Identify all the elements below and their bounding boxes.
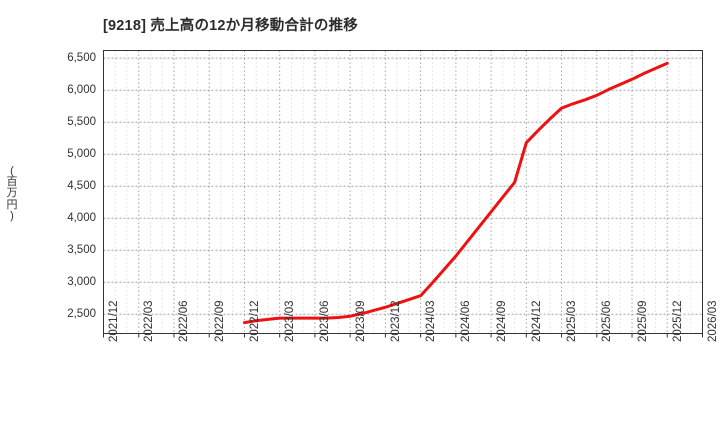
x-axis-tick-marks (103, 333, 703, 338)
x-axis-tick-label: 2022/12 (248, 299, 261, 342)
x-axis-tick-label: 2021/12 (108, 299, 120, 342)
y-axis-unit-char: 万 (6, 187, 18, 200)
vertical-gridlines (114, 50, 692, 334)
x-axis-tick-label: 2024/03 (425, 299, 438, 342)
x-axis-tick-label: 2024/12 (530, 299, 543, 342)
chart-title: [9218] 売上高の12か月移動合計の推移 (103, 18, 358, 34)
x-axis-tick-label: 2023/09 (354, 299, 367, 342)
y-axis-tick-label: 6,000 (67, 84, 96, 97)
y-axis-tick-label: 5,000 (67, 148, 96, 161)
y-axis-unit-char: 円 (6, 198, 18, 211)
y-axis-tick-label: 5,500 (67, 116, 96, 129)
x-axis-tick-label: 2022/06 (178, 299, 191, 342)
y-axis-tick-label: 3,500 (67, 244, 96, 257)
horizontal-gridlines (103, 57, 703, 315)
y-axis-tick-label: 4,000 (67, 212, 96, 225)
y-axis-unit-label: ( 百 万 円 ) (2, 165, 22, 222)
y-axis-unit-char: ) (10, 209, 14, 222)
y-axis-tick-label: 3,000 (67, 276, 96, 289)
plot-frame (103, 50, 703, 334)
x-axis-tick-label: 2026/03 (707, 299, 719, 342)
y-axis-tick-label: 6,500 (67, 52, 96, 65)
x-axis-tick-label: 2024/09 (495, 299, 508, 342)
data-series-line (242, 61, 669, 325)
x-axis-tick-label: 2023/12 (389, 299, 402, 342)
x-axis-tick-label: 2025/12 (671, 299, 684, 342)
x-axis-tick-label: 2023/03 (284, 299, 297, 342)
x-axis-tick-label: 2022/09 (213, 299, 226, 342)
x-axis-tick-label: 2022/03 (143, 299, 156, 342)
y-axis-tick-label: 4,500 (67, 180, 96, 193)
x-axis-tick-label: 2025/06 (601, 299, 614, 342)
x-axis-tick-label: 2023/06 (319, 299, 332, 342)
y-axis-unit-char: ( (10, 165, 14, 177)
y-axis-unit-char: 百 (6, 176, 18, 189)
y-axis-tick-label: 2,500 (67, 308, 96, 321)
x-axis-tick-label: 2025/09 (636, 299, 649, 342)
x-axis-tick-label: 2025/03 (566, 299, 579, 342)
x-axis-tick-label: 2024/06 (460, 299, 473, 342)
